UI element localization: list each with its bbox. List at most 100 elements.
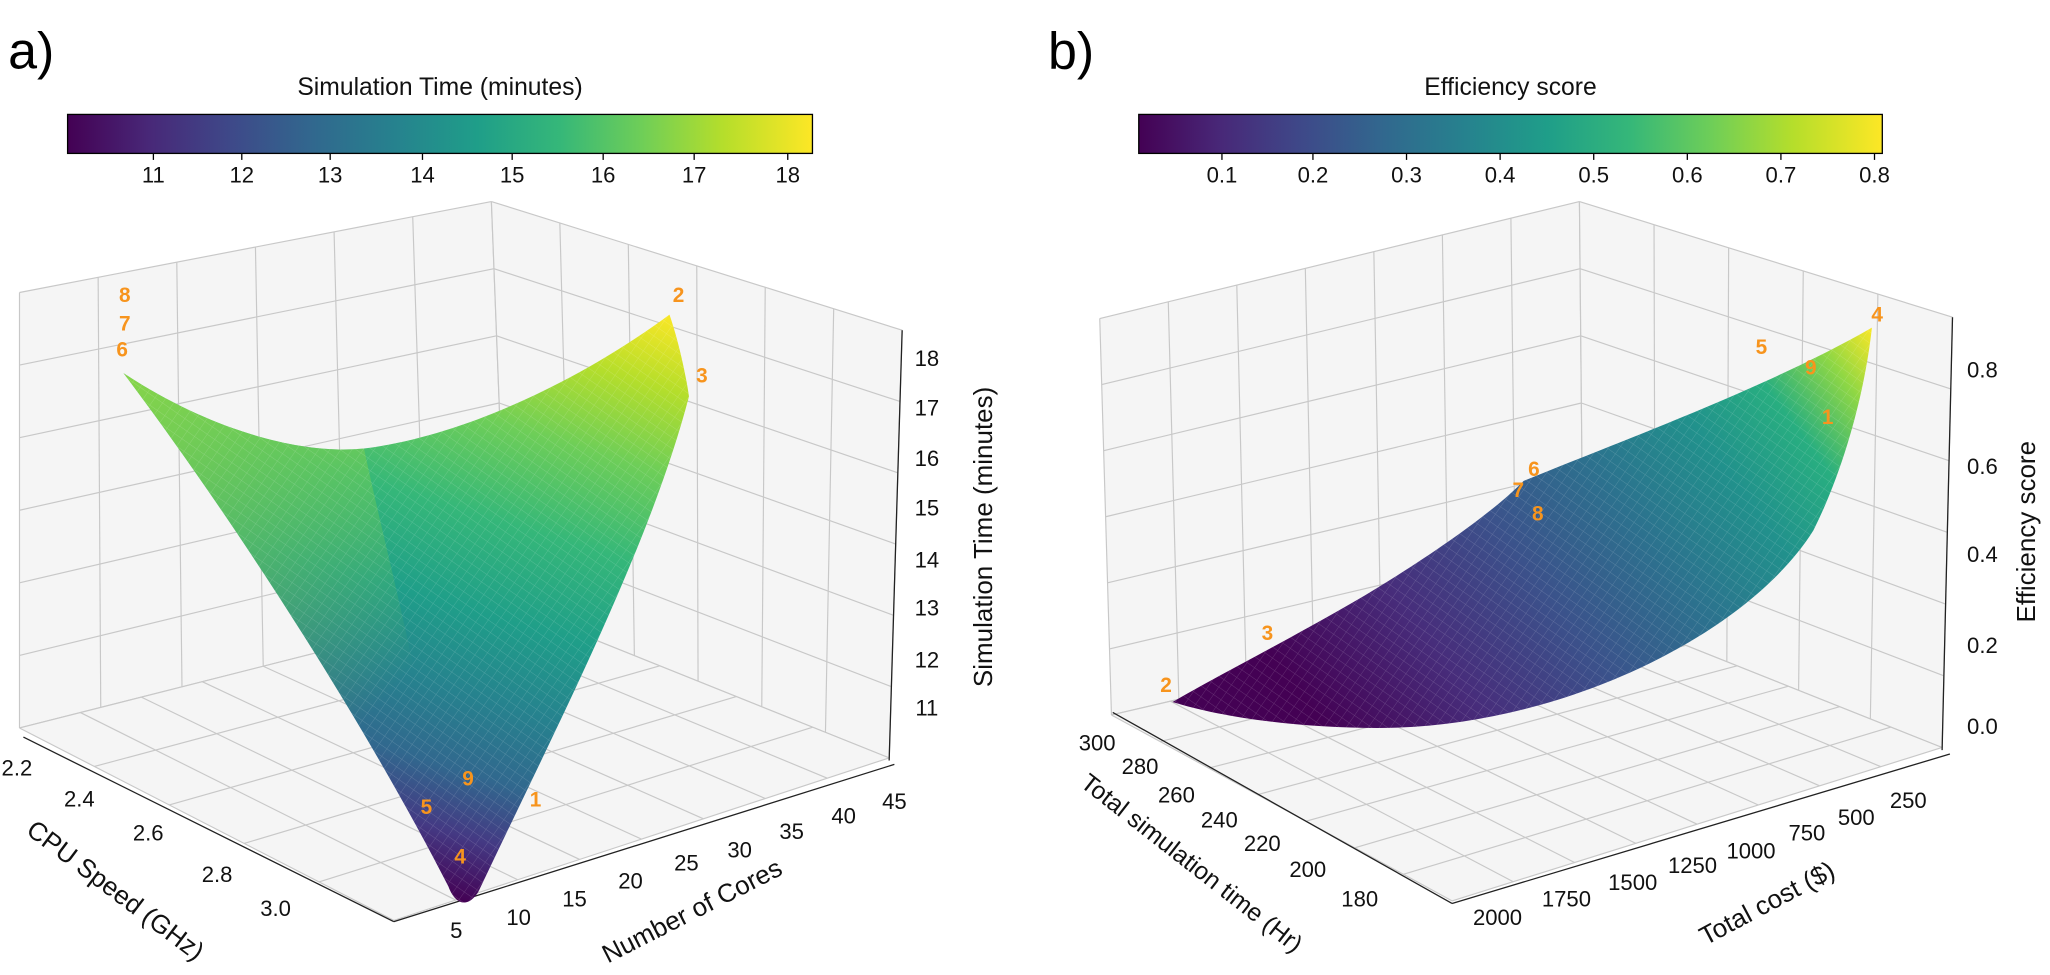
cost-axis-line <box>1451 753 1951 905</box>
x-tick-label: 3.0 <box>260 896 291 921</box>
x-tick-label: 180 <box>1341 887 1378 912</box>
panel-label: b) <box>1048 22 1094 80</box>
point-annotation: 2 <box>1160 674 1172 697</box>
point-annotation: 8 <box>1532 502 1544 525</box>
colorbar-tick-label: 0.2 <box>1298 163 1329 188</box>
panel-label: a) <box>8 22 54 80</box>
x-tick-label: 2.2 <box>2 755 33 780</box>
colorbar-tick-label: 0.5 <box>1578 163 1609 188</box>
z-axis-line <box>1941 317 1954 751</box>
point-annotation: 1 <box>530 788 542 811</box>
back-left-pane-gridline <box>1105 402 1582 518</box>
floor-pane-gridline <box>19 727 395 921</box>
floor-pane-gridline <box>1354 706 1840 849</box>
y-tick-label: 45 <box>882 789 907 814</box>
y-tick-label: 500 <box>1838 805 1875 830</box>
colorbar-tick-label: 0.6 <box>1672 163 1703 188</box>
colorbar <box>1138 113 1883 155</box>
point-annotation: 9 <box>462 767 474 790</box>
y-tick-label: 750 <box>1788 820 1825 845</box>
x-tick-label: 300 <box>1079 731 1116 756</box>
x-tick-label: 200 <box>1289 857 1326 882</box>
y-tick-label: 25 <box>674 850 699 875</box>
floor-pane-gridline <box>318 726 813 883</box>
y-tick-label: 1250 <box>1668 853 1717 878</box>
y-tick-label: 1500 <box>1608 870 1657 895</box>
cpu-axis-line <box>23 736 395 923</box>
floor-pane-gridline <box>1170 700 1514 883</box>
y-tick-label: 2000 <box>1473 905 1522 930</box>
colorbar <box>66 113 814 155</box>
back-left-pane-gridline <box>1099 200 1580 320</box>
z-tick-label: 16 <box>915 446 940 471</box>
point-annotation: 8 <box>119 284 131 307</box>
back-left-pane-gridline <box>1101 268 1581 386</box>
colorbar-tick-label: 0.7 <box>1766 163 1797 188</box>
z-tick-label: 0.4 <box>1967 542 1998 567</box>
z-axis-label: Simulation Time (minutes) <box>968 387 998 687</box>
y-tick-label: 40 <box>831 804 856 829</box>
z-tick-label: 18 <box>915 346 940 371</box>
z-tick-label: 14 <box>915 547 940 572</box>
point-annotation: 5 <box>1756 336 1768 359</box>
z-tick-label: 11 <box>915 696 938 721</box>
y-tick-label: 10 <box>506 905 531 930</box>
point-annotation: 9 <box>1805 357 1817 380</box>
back-right-pane-gridline <box>491 200 903 331</box>
colorbar-tick-label: 17 <box>682 163 707 188</box>
colorbar-tick-label: 15 <box>500 163 525 188</box>
y-tick-label: 35 <box>779 819 804 844</box>
x-axis-label: CPU Speed (GHz) <box>21 814 210 967</box>
colorbar-tick-label: 13 <box>318 163 343 188</box>
back-left-pane-gridline <box>19 335 497 439</box>
panel-b: b) Efficiency score 0.1 0.2 0.3 0.4 0.5 0.6 0.7 0… <box>1048 22 2041 958</box>
z-tick-label: 17 <box>915 395 940 420</box>
back-right-pane-gridline <box>493 268 901 403</box>
floor-pane-gridline <box>80 712 457 901</box>
z-tick-label: 0.2 <box>1967 633 1998 658</box>
x-tick-label: 280 <box>1122 754 1159 779</box>
colorbar-tick-label: 16 <box>591 163 616 188</box>
colorbar-title: Simulation Time (minutes) <box>297 74 582 101</box>
surface-mesh <box>1172 327 1872 728</box>
point-annotation: 6 <box>1528 458 1540 481</box>
y-tick-label: 15 <box>562 887 587 912</box>
colorbar-tick-label: 18 <box>775 163 800 188</box>
z-tick-label: 12 <box>915 648 940 673</box>
point-annotation: 7 <box>119 312 131 335</box>
colorbar-title: Efficiency score <box>1424 74 1596 101</box>
surface-mesh <box>123 314 689 903</box>
z-tick-label: 0.0 <box>1967 714 1998 739</box>
back-left-pane-gridline <box>1103 335 1581 452</box>
back-right-pane-gridline <box>496 335 899 474</box>
z-axis-label: Efficiency score <box>2011 441 2041 623</box>
colorbar-tick-label: 12 <box>230 163 255 188</box>
floor-pane-gridline <box>1403 726 1892 875</box>
back-left-pane-gridline <box>19 268 495 366</box>
back-right-pane-gridline <box>1579 200 1953 318</box>
point-annotation: 4 <box>1871 303 1883 326</box>
z-tick-label: 15 <box>915 495 940 520</box>
x-tick-label: 2.4 <box>64 787 95 812</box>
floor-pane-gridline <box>1257 665 1738 796</box>
point-annotation: 6 <box>116 338 128 361</box>
floor-pane-gridline <box>1451 746 1943 902</box>
x-tick-label: 260 <box>1158 783 1195 808</box>
y-tick-label: 5 <box>450 918 462 943</box>
y-tick-label: 1000 <box>1726 839 1775 864</box>
colorbar-tick-label: 14 <box>410 163 435 188</box>
back-right-pane-gridline <box>1579 268 1951 390</box>
point-annotation: 7 <box>1513 479 1525 502</box>
z-tick-label: 0.8 <box>1967 358 1998 383</box>
y-tick-label: 1750 <box>1542 887 1591 912</box>
z-tick-label: 13 <box>915 596 940 621</box>
point-annotation: 5 <box>421 796 433 819</box>
point-annotation: 2 <box>673 284 685 307</box>
x-tick-label: 240 <box>1201 807 1238 832</box>
point-annotation: 3 <box>696 364 708 387</box>
colorbar-tick-label: 0.4 <box>1485 163 1516 188</box>
colorbar-tick-label: 0.8 <box>1859 163 1890 188</box>
time-axis-line <box>1112 711 1453 905</box>
point-annotation: 1 <box>1822 406 1834 429</box>
